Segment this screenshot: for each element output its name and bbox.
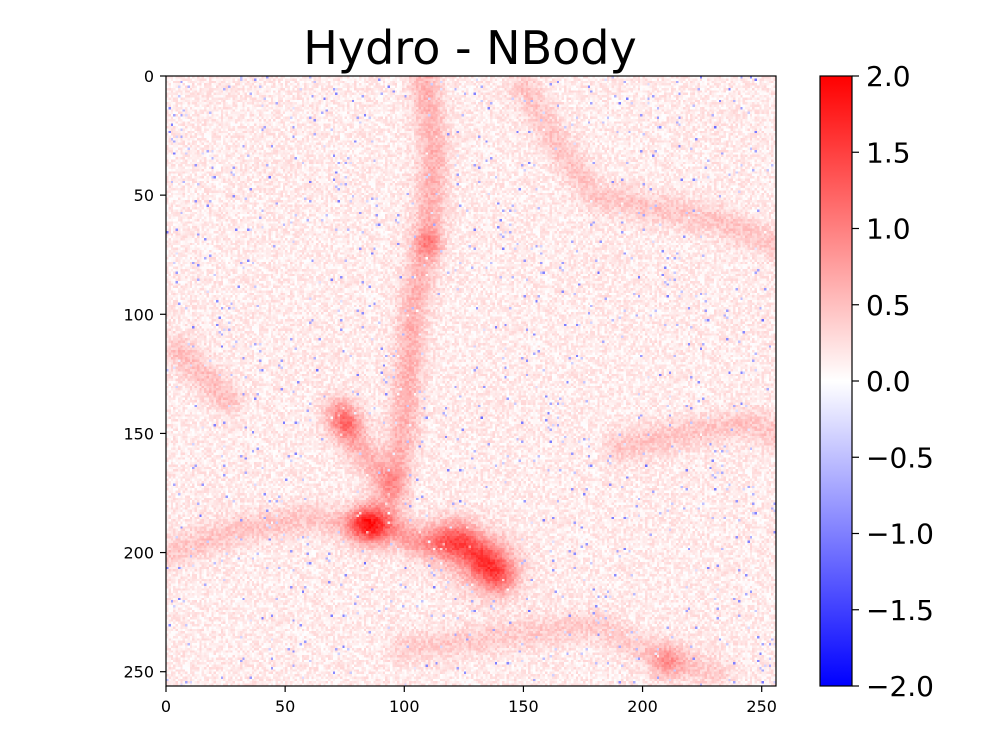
x-tick-label: 200 <box>627 697 658 716</box>
colorbar-tick-label: −0.5 <box>866 441 934 474</box>
colorbar-axis: 2.0 1.5 1.0 0.5 0.0 −0.5 −1.0 −1.5 −2.0 <box>852 60 934 703</box>
colorbar-tick-label: −2.0 <box>866 670 934 703</box>
colorbar-tick-label: 2.0 <box>866 60 911 93</box>
colorbar-tick-label: 0.5 <box>866 289 911 322</box>
x-tick-label: 150 <box>508 697 539 716</box>
colorbar-tick-label: 1.5 <box>866 136 911 169</box>
x-tick-label: 0 <box>161 697 171 716</box>
y-tick-label: 0 <box>144 67 154 86</box>
x-tick-label: 50 <box>275 697 295 716</box>
y-axis: 0 50 100 150 200 250 <box>123 67 166 682</box>
colorbar-tick-label: −1.5 <box>866 594 934 627</box>
colorbar-tick-label: 0.0 <box>866 365 911 398</box>
colorbar-tick-label: −1.0 <box>866 518 934 551</box>
y-tick-label: 200 <box>123 544 154 563</box>
x-tick-label: 100 <box>389 697 420 716</box>
x-axis: 0 50 100 150 200 250 <box>161 686 777 716</box>
y-tick-label: 150 <box>123 424 154 443</box>
y-tick-label: 100 <box>123 305 154 324</box>
x-tick-label: 250 <box>746 697 777 716</box>
colorbar-tick-label: 1.0 <box>866 213 911 246</box>
colorbar <box>819 75 853 687</box>
heatmap-image <box>166 76 776 686</box>
axes-border <box>165 75 777 687</box>
y-tick-label: 250 <box>123 663 154 682</box>
axes-frame <box>165 75 777 687</box>
y-tick-label: 50 <box>134 186 154 205</box>
chart-title: Hydro - NBody <box>303 21 636 75</box>
